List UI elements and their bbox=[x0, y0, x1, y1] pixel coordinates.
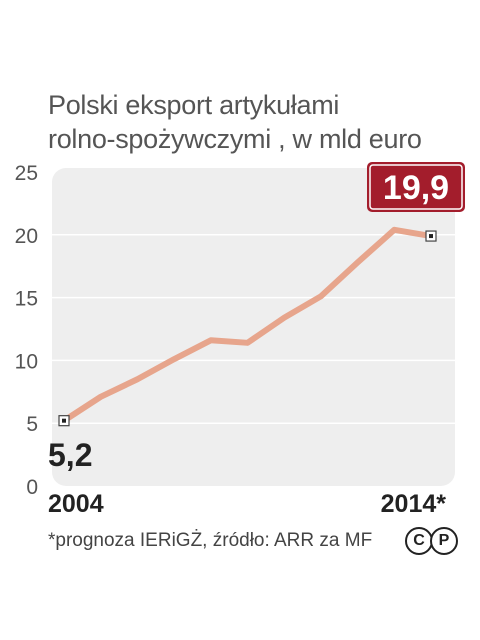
y-tick-label: 5 bbox=[26, 413, 38, 436]
series-export bbox=[58, 226, 437, 427]
footnote: *prognoza IERiGŻ, źródło: ARR za MF bbox=[48, 530, 373, 551]
series-line bbox=[61, 226, 434, 424]
data-point-marker-center bbox=[62, 418, 66, 423]
end-value-badge bbox=[367, 162, 465, 212]
chart-title-line-2: rolno-spożywczymi , w mld euro bbox=[48, 124, 422, 154]
license-icons: C P bbox=[405, 527, 458, 555]
chart-title-line-1: Polski eksport artykułami bbox=[48, 90, 340, 120]
x-tick-label: 2014* bbox=[381, 490, 447, 518]
y-tick-label: 25 bbox=[15, 162, 38, 185]
start-value-label: 5,2 bbox=[48, 437, 92, 473]
phonogram-icon: P bbox=[430, 527, 458, 555]
y-axis-ticks: 0 5 10 15 20 25 bbox=[15, 162, 38, 499]
data-labels: 5,2 19,9 bbox=[48, 162, 465, 473]
copyright-icon: C bbox=[405, 527, 433, 555]
end-value-label: 19,9 bbox=[383, 169, 449, 207]
y-tick-label: 10 bbox=[15, 350, 38, 373]
end-value-badge-border bbox=[369, 164, 463, 210]
y-tick-label: 0 bbox=[26, 476, 38, 499]
data-point-marker-center bbox=[429, 234, 433, 239]
plot-area bbox=[52, 168, 455, 486]
y-tick-label: 15 bbox=[15, 288, 38, 311]
chart-title: Polski eksport artykułami rolno-spożywcz… bbox=[48, 88, 468, 156]
y-tick-label: 20 bbox=[15, 225, 38, 248]
x-tick-label: 2004 bbox=[48, 490, 104, 518]
x-axis-ticks: 2004 2014* bbox=[48, 490, 446, 518]
